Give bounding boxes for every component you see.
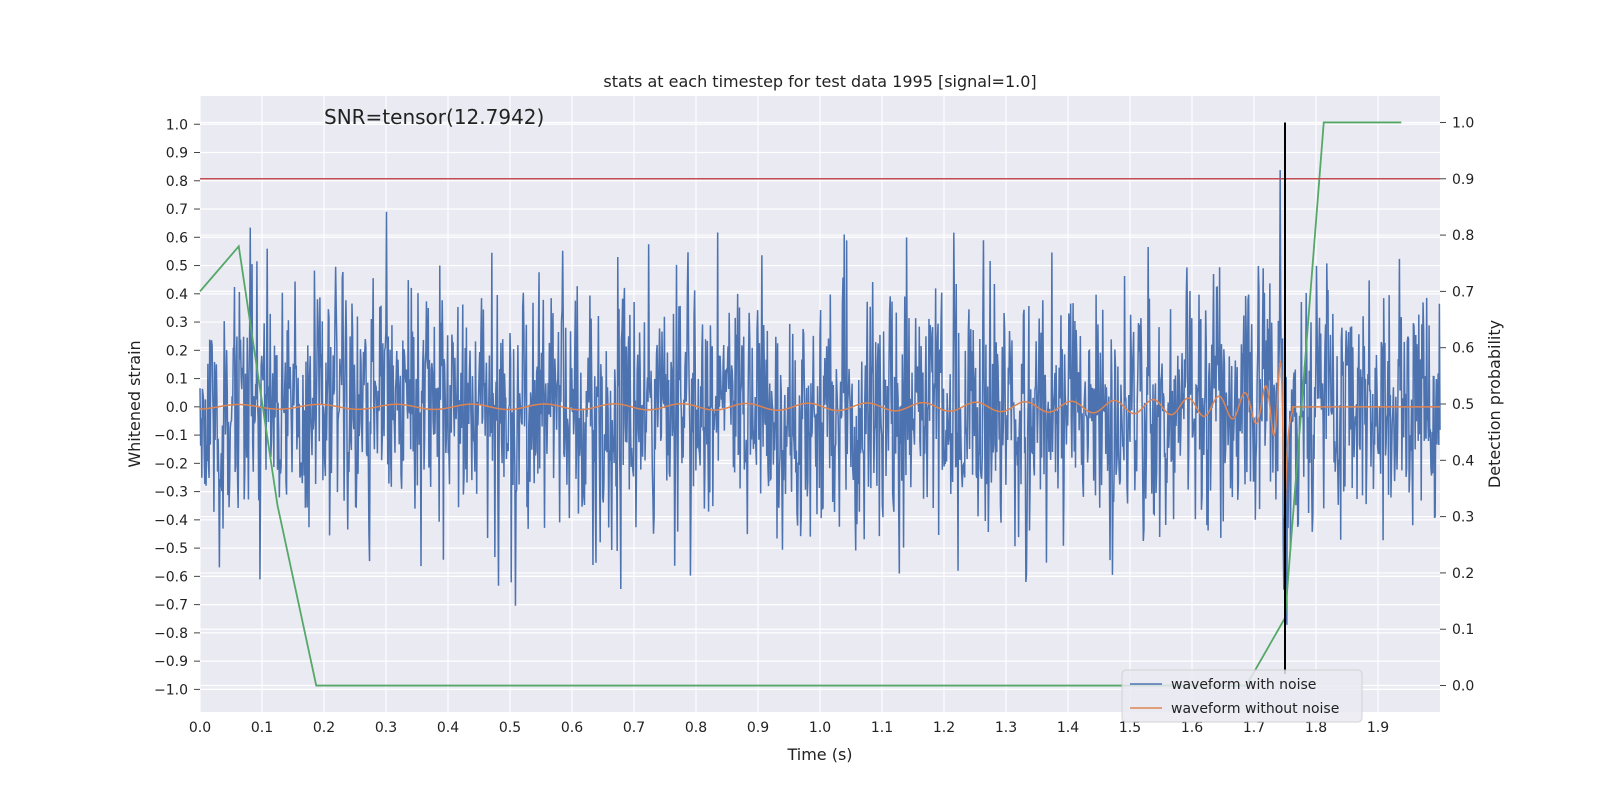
x-tick-label: 0.4 xyxy=(437,720,459,736)
y2-tick-label: 0.1 xyxy=(1452,622,1474,638)
x-tick-label: 0.7 xyxy=(623,720,645,736)
y2-axis-ticks: 1.0 0.9 0.8 0.7 0.6 0.5 0.4 0.3 0.2 0.1 0.0 xyxy=(1440,115,1474,695)
y-tick-label: −0.8 xyxy=(154,626,188,642)
y-tick-label: 0.7 xyxy=(166,202,188,218)
x-tick-label: 0.9 xyxy=(747,720,769,736)
y-axis-ticks: 1.0 0.9 0.8 0.7 0.6 0.5 0.4 0.3 0.2 0.1 0.0 −0.1 −0.… xyxy=(154,117,200,698)
y-tick-label: 0.1 xyxy=(166,372,188,388)
y2-tick-label: 0.4 xyxy=(1452,453,1474,469)
y-tick-label: 0.3 xyxy=(166,315,188,331)
y-tick-label: 0.0 xyxy=(166,400,188,416)
y2-tick-label: 0.8 xyxy=(1452,228,1474,244)
x-tick-label: 0.8 xyxy=(685,720,707,736)
y-tick-label: −1.0 xyxy=(154,682,188,698)
y2-tick-label: 0.7 xyxy=(1452,284,1474,300)
legend-box xyxy=(1121,669,1363,723)
y2-tick-label: 0.9 xyxy=(1452,172,1474,188)
x-tick-label: 0.5 xyxy=(499,720,521,736)
y-axis-label: Whitened strain xyxy=(125,340,144,467)
y-tick-label: 0.5 xyxy=(166,259,188,275)
y-tick-label: 0.6 xyxy=(166,230,188,246)
legend-label-clean: waveform without noise xyxy=(1171,701,1339,717)
y2-tick-label: 0.3 xyxy=(1452,510,1474,526)
x-tick-label: 1.4 xyxy=(1057,720,1079,736)
x-axis-label: Time (s) xyxy=(786,745,852,764)
y-tick-label: −0.7 xyxy=(154,598,188,614)
y2-tick-label: 0.0 xyxy=(1452,679,1474,695)
series-line-clean xyxy=(200,360,1440,519)
y2-tick-label: 0.5 xyxy=(1452,397,1474,413)
legend-label-noise: waveform with noise xyxy=(1171,677,1316,693)
series-line-noisy xyxy=(199,170,1441,625)
x-tick-label: 1.8 xyxy=(1305,720,1327,736)
y-tick-label: −0.4 xyxy=(154,513,188,529)
y-tick-label: 0.8 xyxy=(166,174,188,190)
y-tick-label: −0.3 xyxy=(154,485,188,501)
snr-annotation: SNR=tensor(12.7942) xyxy=(324,105,544,129)
y-tick-label: −0.9 xyxy=(154,654,188,670)
x-tick-label: 0.3 xyxy=(375,720,397,736)
y2-tick-label: 0.2 xyxy=(1452,566,1474,582)
x-tick-label: 1.0 xyxy=(809,720,831,736)
x-axis-ticks: 0.0 0.1 0.2 0.3 0.4 0.5 0.6 0.7 0.8 0.9 1.0 1.1 1.2 1… xyxy=(189,720,1389,736)
x-tick-label: 0.6 xyxy=(561,720,583,736)
x-tick-label: 0.1 xyxy=(251,720,273,736)
x-tick-label: 1.5 xyxy=(1119,720,1141,736)
y2-tick-label: 0.6 xyxy=(1452,341,1474,357)
x-tick-label: 1.7 xyxy=(1243,720,1265,736)
x-tick-label: 1.3 xyxy=(995,720,1017,736)
x-tick-label: 0.2 xyxy=(313,720,335,736)
y2-axis-label: Detection probability xyxy=(1485,320,1504,488)
x-tick-label: 1.2 xyxy=(933,720,955,736)
y-tick-label: 0.2 xyxy=(166,343,188,359)
x-tick-label: 1.9 xyxy=(1367,720,1389,736)
y-tick-label: 0.9 xyxy=(166,146,188,162)
y-tick-label: −0.2 xyxy=(154,456,188,472)
x-tick-label: 0.0 xyxy=(189,720,211,736)
y-tick-label: −0.5 xyxy=(154,541,188,557)
y-tick-label: −0.6 xyxy=(154,569,188,585)
y-tick-label: −0.1 xyxy=(154,428,188,444)
legend: waveform with noise waveform without noi… xyxy=(1121,669,1363,723)
y-tick-label: 1.0 xyxy=(166,117,188,133)
y2-tick-label: 1.0 xyxy=(1452,115,1474,131)
chart-title: stats at each timestep for test data 199… xyxy=(603,72,1036,91)
y-tick-label: 0.4 xyxy=(166,287,188,303)
x-tick-label: 1.6 xyxy=(1181,720,1203,736)
x-tick-label: 1.1 xyxy=(871,720,893,736)
